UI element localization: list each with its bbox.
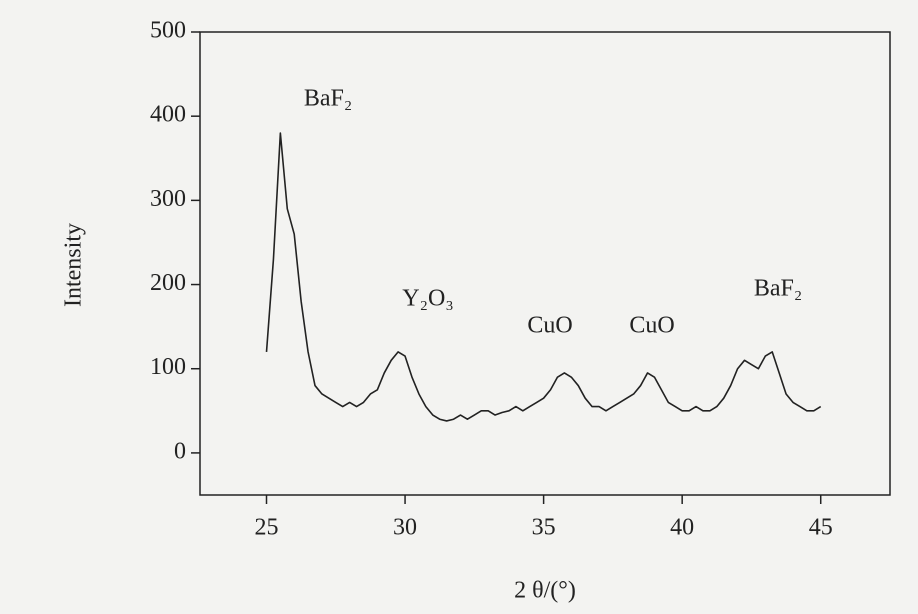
x-tick-label: 40	[670, 515, 694, 541]
peak-label: BaF₂	[754, 276, 802, 302]
y-axis-label: Intensity	[61, 223, 87, 307]
peak-label: BaF₂	[304, 86, 352, 112]
y-tick-label: 500	[150, 18, 186, 44]
x-tick-label: 30	[393, 515, 417, 541]
y-tick-label: 200	[150, 270, 186, 296]
x-axis-label: 2 θ/(°)	[514, 578, 576, 604]
x-tick-label: 25	[255, 515, 279, 541]
y-tick-label: 0	[174, 438, 186, 464]
x-tick-label: 45	[809, 515, 833, 541]
peak-label: CuO	[629, 313, 674, 339]
x-tick-label: 35	[532, 515, 556, 541]
peak-label: CuO	[527, 313, 572, 339]
y-tick-label: 300	[150, 186, 186, 212]
y-tick-label: 100	[150, 354, 186, 380]
data-line	[265, 132, 822, 422]
peak-label: Y₂O₃	[402, 286, 453, 312]
plot-frame	[199, 31, 891, 496]
y-tick-label: 400	[150, 102, 186, 128]
